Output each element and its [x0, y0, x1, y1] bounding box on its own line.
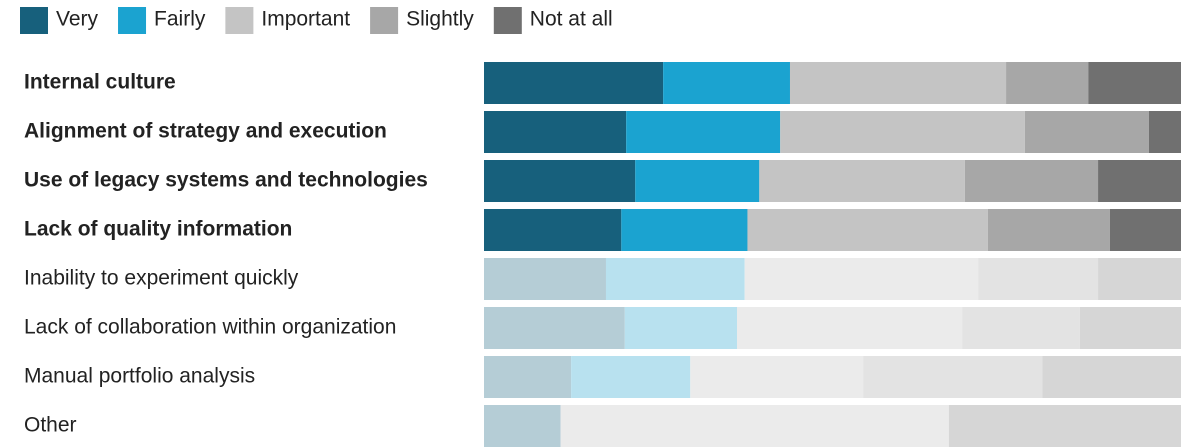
bar-segment: [626, 111, 781, 153]
legend-swatch: [20, 7, 48, 34]
bar-segment: [484, 405, 561, 447]
bar-segment: [484, 62, 664, 104]
bar-segment: [484, 209, 622, 251]
legend-swatch: [370, 7, 399, 34]
bar-segment: [1098, 160, 1181, 202]
bar-segment: [737, 307, 963, 349]
bar-segment: [605, 258, 745, 300]
bar-segment: [863, 356, 1043, 398]
bar-segment: [635, 160, 760, 202]
bar-segment: [789, 62, 1007, 104]
bar-segment: [978, 258, 1099, 300]
bar-segment: [621, 209, 748, 251]
bar-segment: [1098, 258, 1181, 300]
bar-segment: [780, 111, 1025, 153]
row-label: Inability to experiment quickly: [24, 267, 299, 290]
bar-segment: [663, 62, 790, 104]
legend-label: Fairly: [154, 8, 206, 31]
row-label: Lack of collaboration within organizatio…: [24, 316, 396, 339]
row-label: Internal culture: [24, 71, 176, 94]
bar-segment: [484, 160, 636, 202]
bar-segment: [1088, 62, 1181, 104]
bar-segment: [484, 356, 572, 398]
row-label: Other: [24, 414, 77, 437]
bar-segment: [624, 307, 738, 349]
bar-segment: [484, 111, 627, 153]
bar-segment: [560, 405, 949, 447]
bar-segment: [747, 209, 988, 251]
bar-segment: [964, 160, 1099, 202]
legend-swatch: [225, 7, 254, 34]
bar-segment: [690, 356, 864, 398]
bar-segment: [987, 209, 1110, 251]
bar-segment: [962, 307, 1080, 349]
bar-segment: [1109, 209, 1181, 251]
row-label: Manual portfolio analysis: [24, 365, 255, 388]
bar-segment: [1006, 62, 1089, 104]
bar-segment: [1024, 111, 1149, 153]
legend-label: Very: [56, 8, 99, 31]
bar-segment: [484, 307, 625, 349]
row-label: Alignment of strategy and execution: [24, 120, 387, 143]
bar-segment: [571, 356, 691, 398]
bar-segment: [1042, 356, 1181, 398]
bar-segment: [1148, 111, 1181, 153]
bar-segment: [484, 258, 606, 300]
legend-label: Important: [261, 8, 350, 31]
row-label: Use of legacy systems and technologies: [24, 169, 428, 192]
legend-label: Not at all: [530, 8, 613, 31]
legend-swatch: [493, 7, 522, 34]
bar-segment: [948, 405, 1181, 447]
bar-segment: [759, 160, 965, 202]
legend-label: Slightly: [406, 8, 474, 31]
bar-segment: [1079, 307, 1181, 349]
legend-swatch: [118, 7, 147, 34]
bar-segment: [744, 258, 979, 300]
row-label: Lack of quality information: [24, 218, 292, 241]
